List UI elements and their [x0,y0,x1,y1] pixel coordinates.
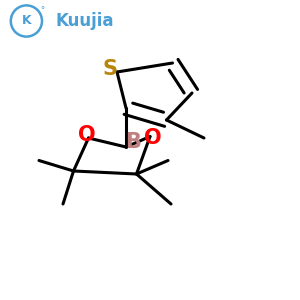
Text: O: O [144,128,162,148]
Text: Kuujia: Kuujia [56,12,114,30]
Text: S: S [102,59,117,79]
Text: O: O [78,125,96,145]
Text: °: ° [40,7,45,16]
Text: K: K [22,14,31,28]
Text: B: B [126,132,141,152]
